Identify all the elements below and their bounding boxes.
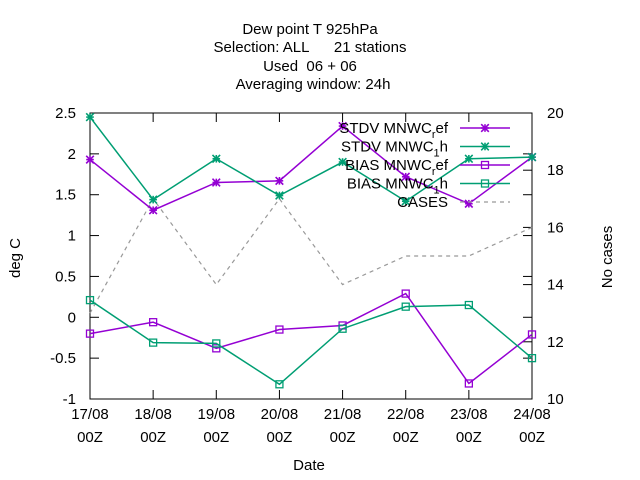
y-tick-label: 2.5 <box>55 105 76 122</box>
data-point <box>85 295 95 305</box>
series-line <box>89 125 533 212</box>
y-tick-label: -0.5 <box>50 350 76 367</box>
data-point <box>275 191 284 200</box>
data-point <box>211 154 221 164</box>
data-point <box>338 121 347 131</box>
data-point <box>401 196 411 206</box>
legend-label: BIAS MNWC1h <box>347 176 448 197</box>
x-tick-label-date: 17/08 <box>71 406 109 423</box>
x-tick-label-time: 00Z <box>519 429 545 446</box>
data-point <box>148 338 158 347</box>
data-point <box>401 289 410 298</box>
legend-entry: BIAS MNWC1h <box>347 176 510 197</box>
legend-label: STDV MNWC1h <box>341 139 448 160</box>
title-line-2: Selection: ALL 21 stations <box>214 39 407 56</box>
data-point <box>401 302 410 311</box>
data-point <box>527 152 537 162</box>
x-axis-label: Date <box>293 457 325 474</box>
data-point <box>148 318 158 327</box>
data-point <box>85 329 95 338</box>
chart-title: Dew point T 925hPa Selection: ALL 21 sta… <box>214 21 407 93</box>
legend-label: STDV MNWCref <box>339 120 449 141</box>
data-point <box>212 339 221 348</box>
data-point <box>275 176 284 186</box>
y2-tick-label: 14 <box>547 277 564 294</box>
y2-tick-label: 18 <box>547 162 564 179</box>
x-tick-label-date: 18/08 <box>134 406 172 423</box>
y-axis: 2.5 2 1.5 1 0.5 0 -0.5 -1 <box>50 105 532 408</box>
legend-label: CASES <box>397 194 448 211</box>
legend-marker <box>480 123 490 133</box>
legend-entry: STDV MNWCref <box>339 120 510 141</box>
legend-entry: CASES <box>397 194 510 211</box>
y-tick-label: 1.5 <box>55 187 76 204</box>
legend-entry: STDV MNWC1h <box>341 139 510 160</box>
data-point <box>527 353 537 363</box>
data-point <box>148 205 158 215</box>
x-tick-label-date: 24/08 <box>513 406 551 423</box>
legend-marker <box>480 142 490 151</box>
series-line <box>89 299 533 386</box>
series-line <box>89 116 533 203</box>
y-tick-label: -1 <box>63 391 76 408</box>
title-line-3: Used 06 + 06 <box>263 58 357 75</box>
data-point <box>85 112 95 122</box>
data-point <box>464 154 474 164</box>
series-line <box>89 292 533 385</box>
data-point <box>148 195 158 204</box>
y2-tick-label: 20 <box>547 105 564 122</box>
data-point <box>338 157 347 167</box>
x-tick-label-time: 00Z <box>393 429 419 446</box>
legend-label: BIAS MNWCref <box>345 157 449 178</box>
title-line-4: Averaging window: 24h <box>236 76 391 93</box>
data-point <box>275 380 284 389</box>
data-point <box>338 324 347 333</box>
y-tick-label: 0.5 <box>55 268 76 285</box>
x-tick-label-time: 00Z <box>266 429 292 446</box>
legend-entry: BIAS MNWCref <box>345 157 510 178</box>
series-layer <box>85 112 537 389</box>
series-bias-mnwc-1h <box>85 295 537 389</box>
y2-tick-label: 10 <box>547 391 564 408</box>
data-point <box>85 155 95 164</box>
plot-frame <box>89 112 533 400</box>
series-bias-mnwc-ref <box>85 289 537 388</box>
x-tick-label-time: 00Z <box>203 429 229 446</box>
y2-axis: 20 18 16 14 12 10 <box>523 105 564 408</box>
legend-marker <box>480 179 490 188</box>
x-tick-label-time: 00Z <box>456 429 482 446</box>
x-tick-label-time: 00Z <box>77 429 103 446</box>
y-tick-label: 1 <box>68 228 76 245</box>
data-point <box>527 330 537 339</box>
x-tick-label-time: 00Z <box>140 429 166 446</box>
x-axis: 17/08 00Z 18/08 00Z 19/08 00Z 20/08 00Z 21/08 00Z… <box>71 113 551 446</box>
title-line-1: Dew point T 925hPa <box>242 21 378 38</box>
y2-tick-label: 16 <box>547 219 564 236</box>
series-stdv-mnwc-1h <box>85 112 537 206</box>
legend-marker <box>480 160 490 170</box>
x-tick-label-time: 00Z <box>330 429 356 446</box>
y2-tick-label: 12 <box>547 334 564 351</box>
x-tick-label-date: 23/08 <box>450 406 488 423</box>
y-tick-label: 0 <box>68 309 76 326</box>
data-point <box>212 344 221 353</box>
data-point <box>464 199 474 209</box>
x-tick-label-date: 21/08 <box>324 406 362 423</box>
data-point <box>464 300 474 310</box>
data-point <box>401 172 411 182</box>
x-tick-label-date: 20/08 <box>261 406 299 423</box>
y-tick-label: 2 <box>68 146 76 163</box>
data-point <box>211 178 221 187</box>
x-tick-label-date: 22/08 <box>387 406 425 423</box>
series-line <box>89 197 533 314</box>
y2-axis-label: No cases <box>599 226 616 289</box>
data-point <box>464 379 474 388</box>
series-cases <box>89 197 533 314</box>
y-axis-label: deg C <box>7 238 24 278</box>
data-point <box>275 325 284 334</box>
x-tick-label-date: 19/08 <box>198 406 236 423</box>
